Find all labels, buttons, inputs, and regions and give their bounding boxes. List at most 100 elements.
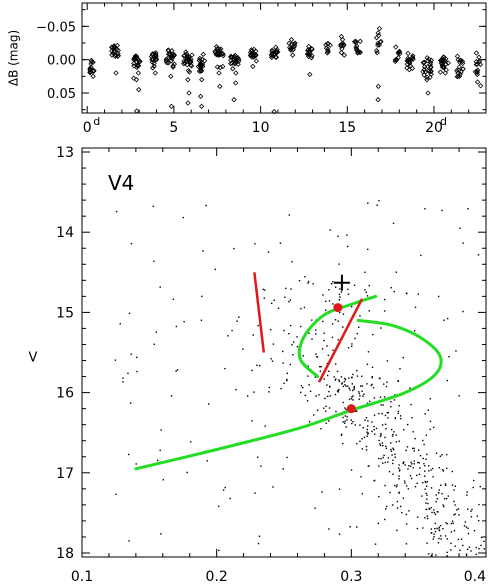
field-star — [283, 329, 285, 332]
field-star — [420, 254, 422, 257]
field-star — [411, 463, 413, 465]
data-point — [228, 57, 234, 64]
field-star — [285, 287, 287, 290]
field-star — [339, 288, 341, 290]
field-star — [282, 362, 284, 364]
field-star — [380, 432, 382, 435]
field-star — [424, 208, 426, 210]
field-star — [392, 462, 394, 465]
field-star — [136, 370, 138, 373]
field-star — [130, 242, 133, 245]
field-star — [383, 298, 386, 301]
data-point — [288, 47, 294, 53]
top-y-tick-label: 0.00 — [47, 54, 76, 69]
field-star — [326, 395, 329, 398]
field-star — [430, 528, 432, 530]
data-point — [288, 37, 295, 43]
field-star — [335, 378, 337, 380]
field-star — [398, 440, 400, 442]
data-point — [165, 48, 171, 54]
field-star — [156, 459, 159, 462]
field-star — [470, 550, 472, 552]
data-point — [404, 65, 410, 71]
field-star — [418, 462, 420, 464]
field-star — [355, 410, 358, 412]
field-star — [272, 486, 274, 488]
field-star — [300, 307, 302, 310]
field-star — [394, 484, 396, 487]
field-star — [381, 424, 384, 426]
field-star — [371, 421, 373, 423]
field-star — [466, 494, 468, 496]
field-star — [337, 391, 340, 393]
field-star — [470, 516, 473, 518]
red-line — [253, 272, 266, 353]
field-star — [347, 293, 350, 295]
field-star — [424, 481, 427, 484]
field-star — [302, 386, 304, 389]
field-star — [436, 498, 439, 500]
field-star — [183, 321, 185, 323]
field-star — [172, 298, 175, 300]
field-star — [392, 459, 394, 462]
field-star — [159, 449, 161, 452]
field-star — [254, 243, 256, 245]
field-star — [315, 395, 317, 397]
field-star — [478, 503, 480, 506]
field-star — [304, 394, 307, 397]
field-star — [366, 383, 368, 385]
bottom-y-tick-label: 13 — [56, 145, 74, 161]
field-star — [251, 369, 253, 372]
top-x-tick-label: 0 — [83, 120, 92, 136]
data-point — [233, 70, 239, 76]
field-star — [299, 325, 302, 328]
field-star — [273, 299, 275, 302]
data-point — [212, 48, 218, 55]
field-star — [350, 397, 353, 400]
field-star — [458, 395, 460, 397]
field-star — [424, 480, 426, 483]
data-point — [198, 61, 204, 67]
field-star — [426, 517, 429, 520]
field-star — [427, 409, 429, 411]
field-star — [342, 416, 344, 419]
field-star — [366, 433, 369, 435]
field-star — [320, 365, 322, 368]
field-star — [379, 444, 382, 447]
field-star — [424, 475, 426, 477]
field-star — [309, 390, 312, 392]
field-star — [455, 350, 457, 352]
field-star — [406, 446, 409, 448]
field-star — [366, 295, 369, 297]
field-star — [432, 476, 434, 478]
field-star — [340, 376, 343, 378]
field-star — [347, 385, 349, 387]
field-star — [397, 410, 400, 413]
field-star — [404, 482, 406, 484]
data-point — [325, 48, 331, 54]
field-star — [393, 290, 395, 293]
field-star — [328, 300, 331, 302]
field-star — [418, 473, 421, 476]
field-star — [435, 554, 437, 556]
field-star — [356, 375, 359, 377]
field-star — [430, 487, 433, 489]
field-star — [257, 542, 260, 545]
field-star — [351, 343, 353, 345]
field-star — [450, 531, 453, 533]
data-point — [269, 47, 275, 53]
field-star — [385, 447, 388, 450]
field-star — [378, 199, 380, 202]
field-star — [417, 293, 419, 295]
field-star — [478, 548, 480, 550]
data-point — [306, 52, 312, 58]
field-star — [383, 396, 386, 398]
field-star — [334, 379, 337, 381]
field-star — [332, 303, 334, 305]
field-star — [396, 529, 398, 532]
field-star — [439, 524, 442, 527]
field-star — [289, 363, 291, 366]
field-star — [422, 439, 424, 442]
field-star — [324, 410, 327, 412]
field-star — [380, 434, 382, 436]
